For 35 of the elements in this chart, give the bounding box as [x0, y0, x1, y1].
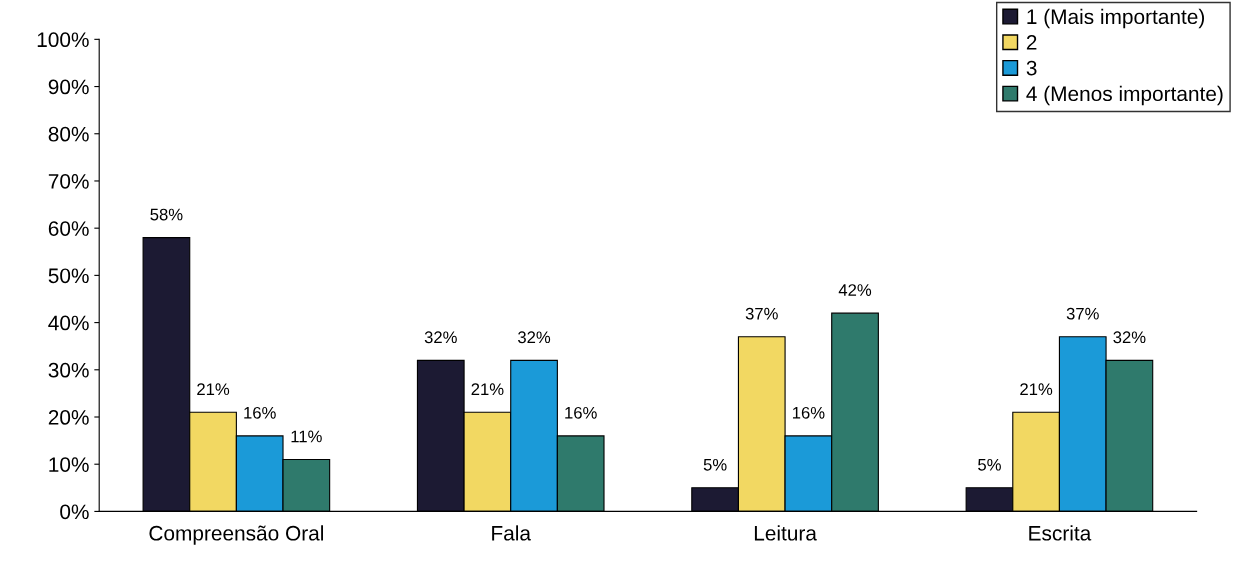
data-label: 32%: [518, 331, 551, 344]
data-label: 32%: [1113, 331, 1146, 344]
legend-label: 4 (Menos importante): [1026, 85, 1223, 106]
data-label: 37%: [745, 307, 778, 320]
legend-label: 1 (Mais importante): [1027, 8, 1205, 29]
data-label: 58%: [150, 208, 183, 221]
y-tick-label: 30%: [48, 362, 89, 378]
data-label: 42%: [838, 284, 872, 296]
data-label: 21%: [197, 383, 230, 396]
data-label: 5%: [703, 458, 727, 471]
data-label: 5%: [978, 458, 1001, 471]
x-tick-label: Escrita: [1029, 525, 1092, 541]
data-label: 21%: [1020, 383, 1053, 396]
y-tick-label: 100%: [37, 32, 89, 48]
y-tick-label: 60%: [48, 221, 89, 236]
y-tick-label: 20%: [48, 410, 89, 425]
y-tick-label: 70%: [48, 173, 89, 189]
data-label: 37%: [1066, 307, 1099, 320]
x-tick-label: Compreensão Oral: [149, 525, 323, 545]
data-label: 16%: [565, 406, 597, 419]
y-tick-label: 90%: [48, 79, 89, 95]
data-label: 16%: [792, 406, 825, 419]
data-label: 21%: [471, 383, 504, 396]
y-tick-label: 10%: [49, 457, 89, 472]
x-tick-label: Leitura: [754, 525, 817, 541]
x-tick-label: Fala: [492, 525, 531, 541]
data-label: 32%: [424, 331, 457, 344]
y-tick-label: 40%: [48, 315, 89, 331]
y-tick-label: 80%: [48, 126, 89, 142]
data-label: 16%: [244, 406, 276, 419]
data-label: 11%: [291, 430, 322, 443]
y-tick-label: 0%: [60, 504, 89, 520]
y-tick-label: 50%: [48, 268, 89, 284]
legend-label: 2: [1026, 35, 1037, 50]
legend-label: 3: [1026, 60, 1037, 76]
